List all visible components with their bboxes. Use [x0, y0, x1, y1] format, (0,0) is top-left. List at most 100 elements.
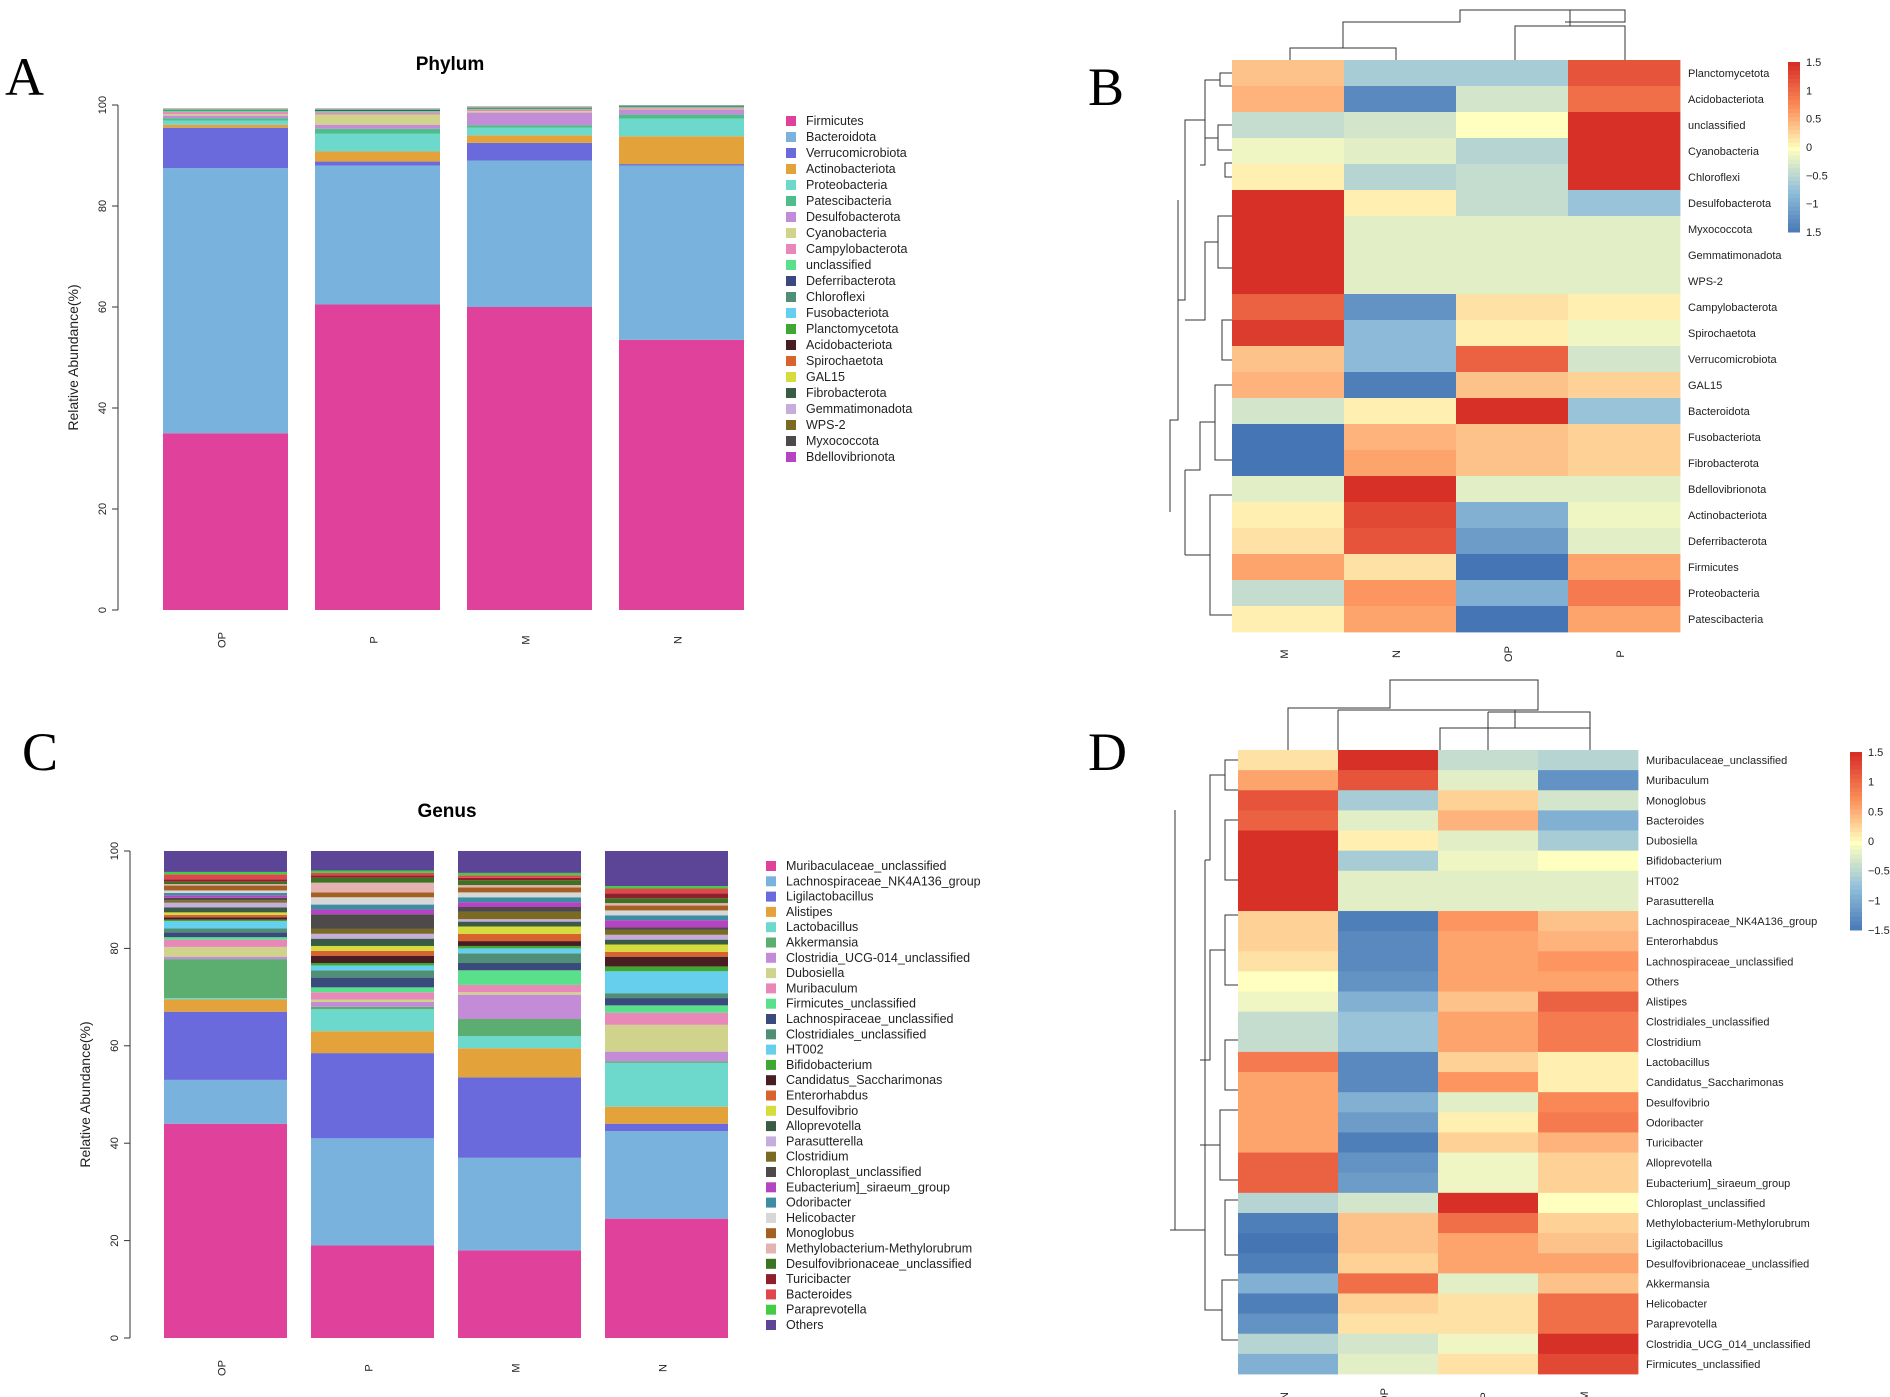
- legend-label-lachnospiraceae-unclassified: Lachnospiraceae_unclassified: [786, 1012, 954, 1026]
- row-label-fibrobacterota: Fibrobacterota: [1688, 458, 1760, 470]
- legend-swatch-unclassified: [786, 260, 796, 270]
- legend-swatch-firmicutes: [786, 116, 796, 126]
- color-scale-step: [1850, 778, 1862, 784]
- panel-a-stacked-bar-phylum: A Phylum 0 20 40 60 80 100 Relative Abundance(%)…: [5, 47, 912, 648]
- heat-cell-firmicutes-p: [1568, 554, 1681, 581]
- color-scale-label: −1: [1806, 199, 1819, 211]
- bar-segment-m-actinobacteriota: [467, 135, 592, 143]
- heat-cell-chloroplast-unclassified-m: [1538, 1192, 1639, 1214]
- heat-cell-chloroflexi-p: [1568, 164, 1681, 191]
- heat-cell-others-p: [1438, 971, 1539, 992]
- x-tick-label: OP: [217, 1360, 229, 1376]
- color-scale-step: [1788, 142, 1800, 148]
- row-label-candidatus-saccharimonas: Candidatus_Saccharimonas: [1646, 1077, 1784, 1089]
- heat-cell-desulfobacterota-p: [1568, 190, 1681, 217]
- legend-swatch-candidatus-saccharimonas: [766, 1075, 776, 1086]
- heat-cell-monoglobus-op: [1338, 790, 1439, 811]
- bar-segment-op-patescibacteria: [163, 118, 288, 121]
- color-scale-label: 0: [1868, 836, 1874, 848]
- legend-label-enterorhabdus: Enterorhabdus: [786, 1089, 868, 1103]
- legend-swatch-eubacterium-siraeum-group: [766, 1182, 776, 1193]
- legend-swatch-desulfovibrionaceae-unclassified: [766, 1258, 776, 1269]
- bar-segment-p-helicobacter: [311, 897, 434, 905]
- bar-segment-p-unclassified: [315, 111, 440, 113]
- bar-segment-m-lachnospiraceae-unclassified: [458, 963, 581, 971]
- column-label: P: [1615, 650, 1627, 657]
- heat-cell-bacteroides-m: [1538, 810, 1639, 831]
- heat-cell-clostridiales-unclassified-n: [1238, 1011, 1339, 1033]
- heat-cell-gemmatimonadota-p: [1568, 242, 1681, 269]
- heat-cell-gal15-op: [1456, 372, 1569, 399]
- heat-cell-others-op: [1338, 971, 1439, 992]
- legend-label-akkermansia: Akkermansia: [786, 936, 858, 950]
- color-scale-step: [1788, 134, 1800, 139]
- bar-segment-op-enterorhabdus: [164, 914, 287, 918]
- heat-cell-wps-2-n: [1344, 268, 1457, 295]
- legend-label-gal15: GAL15: [806, 370, 845, 384]
- heat-cell-patescibacteria-m: [1232, 606, 1345, 633]
- heat-cell-desulfovibrionaceae-unclassified-m: [1538, 1253, 1639, 1274]
- bar-segment-p-eubacterium-siraeum-group: [311, 909, 434, 915]
- row-dendrogram-branch: [1217, 215, 1232, 269]
- bar-segment-n-deferribacterota: [619, 106, 744, 107]
- color-scale-step: [1850, 863, 1862, 869]
- legend-label-gemmatimonadota: Gemmatimonadota: [806, 402, 912, 416]
- row-label-enterorhabdus: Enterorhabdus: [1646, 936, 1719, 948]
- bar-segment-op-actinobacteriota: [163, 124, 288, 128]
- legend-swatch-wps-2: [786, 420, 796, 430]
- heat-cell-gal15-p: [1568, 372, 1681, 399]
- row-dendrogram-branch: [1170, 810, 1176, 1231]
- heat-cell-clostridium-n: [1238, 1031, 1339, 1053]
- legend-swatch-clostridium: [766, 1151, 776, 1162]
- legend-swatch-desulfovibrio: [766, 1105, 776, 1116]
- heat-cell-enterorhabdus-p: [1438, 931, 1539, 952]
- row-dendrogram-branch: [1175, 860, 1206, 1231]
- row-label-patescibacteria: Patescibacteria: [1688, 614, 1764, 626]
- heat-cell-lachnospiraceae-unclassified-n: [1238, 951, 1339, 972]
- x-tick-label: P: [364, 1364, 376, 1371]
- heat-cell-spirochaetota-n: [1344, 320, 1457, 347]
- bar-segment-m-parasutterella: [458, 919, 581, 922]
- legend-label-methylobacterium-methylorubrum: Methylobacterium-Methylorubrum: [786, 1242, 972, 1256]
- heat-cell-ligilactobacillus-m: [1538, 1233, 1639, 1254]
- heat-cell-planctomycetota-p: [1568, 60, 1681, 87]
- bar-segment-n-others: [605, 851, 728, 887]
- color-scale-label: −0.5: [1806, 170, 1828, 182]
- row-label-paraprevotella: Paraprevotella: [1646, 1319, 1718, 1331]
- bar-segment-p-candidatus-saccharimonas: [311, 955, 434, 964]
- row-dendrogram-branch: [1221, 1279, 1238, 1341]
- row-label-gal15: GAL15: [1688, 380, 1722, 392]
- y-tick-label: 80: [97, 200, 109, 212]
- bar-segment-op-lachnospiraceae-unclassified: [164, 932, 287, 938]
- heat-cell-ht002-p: [1438, 870, 1539, 892]
- row-label-helicobacter: Helicobacter: [1646, 1299, 1707, 1311]
- row-label-planctomycetota: Planctomycetota: [1688, 68, 1770, 80]
- heat-cell-akkermansia-p: [1438, 1273, 1539, 1294]
- bar-segment-p-ligilactobacillus: [311, 1053, 434, 1139]
- color-scale-label: 0.5: [1806, 114, 1821, 126]
- row-dendrogram-branch: [1214, 384, 1232, 461]
- bar-segment-p-campylobacterota: [315, 112, 440, 115]
- legend-swatch-gal15: [786, 372, 796, 382]
- column-dendrogram-branch: [1514, 25, 1626, 60]
- heat-cell-bifidobacterium-p: [1438, 850, 1539, 872]
- legend-swatch-patescibacteria: [786, 196, 796, 206]
- row-dendrogram-branch: [1209, 494, 1232, 616]
- heat-cell-eubacterium-siraeum-group-n: [1238, 1172, 1339, 1194]
- heat-cell-bacteroides-n: [1238, 810, 1339, 831]
- legend-label-bdellovibrionota: Bdellovibrionota: [806, 450, 895, 464]
- heat-cell-dubosiella-op: [1338, 830, 1439, 852]
- row-label-alloprevotella: Alloprevotella: [1646, 1158, 1713, 1170]
- row-label-lactobacillus: Lactobacillus: [1646, 1057, 1710, 1069]
- legend-swatch-methylobacterium-methylorubrum: [766, 1243, 776, 1254]
- legend-swatch-fusobacteriota: [786, 308, 796, 318]
- row-label-bacteroides: Bacteroides: [1646, 815, 1705, 827]
- bar-segment-op-ht002: [164, 921, 287, 929]
- bar-segment-n-alloprevotella: [605, 939, 728, 945]
- bar-segment-p-verrucomicrobiota: [315, 161, 440, 166]
- legend-label-lachnospiraceae-nk4a136-group: Lachnospiraceae_NK4A136_group: [786, 874, 981, 888]
- bar-segment-op-clostridium: [164, 900, 287, 903]
- bar-segment-m-enterorhabdus: [458, 933, 581, 942]
- color-scale-step: [1788, 91, 1800, 97]
- legend-label-desulfovibrionaceae-unclassified: Desulfovibrionaceae_unclassified: [786, 1257, 972, 1271]
